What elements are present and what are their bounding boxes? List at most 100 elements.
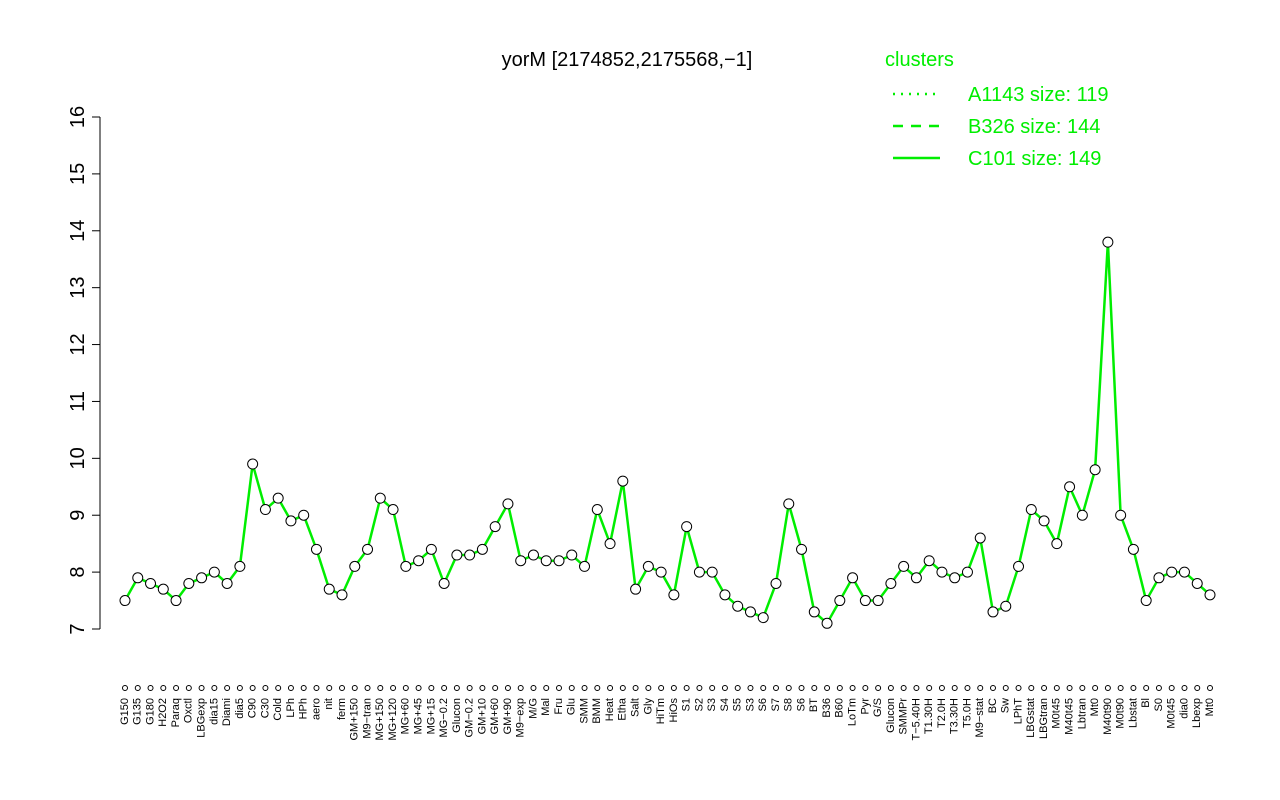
point: [132, 572, 144, 584]
x-tick-label: GM+150: [349, 698, 361, 741]
point: [1051, 538, 1063, 550]
point: [1025, 504, 1037, 516]
x-marker: [479, 685, 486, 691]
point: [336, 589, 348, 601]
point: [1178, 566, 1190, 578]
x-tick-label: Oxctl: [183, 698, 195, 723]
x-tick-label: S1: [681, 698, 693, 711]
point: [221, 577, 233, 589]
x-tick-label: SMMPr: [898, 698, 910, 735]
x-tick-label: S4: [719, 698, 731, 711]
x-marker: [313, 685, 320, 691]
x-tick-label: GM+10: [476, 698, 488, 734]
x-marker: [504, 685, 511, 691]
point: [476, 543, 488, 555]
legend-label: B326 size: 144: [968, 116, 1100, 138]
point: [1191, 577, 1203, 589]
x-marker: [913, 685, 920, 691]
x-marker: [734, 685, 741, 691]
x-tick-label: Cold: [272, 698, 284, 721]
x-tick-label: aero: [310, 698, 322, 720]
x-tick-label: M9−exp: [515, 698, 527, 737]
x-marker: [236, 685, 243, 691]
point: [796, 543, 808, 555]
point: [706, 566, 718, 578]
x-tick-label: LPh: [285, 698, 297, 718]
x-tick-label: S3: [744, 698, 756, 711]
y-tick-label: 7: [67, 623, 89, 634]
x-tick-label: GM−0.2: [464, 698, 476, 737]
point: [910, 572, 922, 584]
point: [783, 498, 795, 510]
x-marker: [1181, 685, 1188, 691]
x-marker: [300, 685, 307, 691]
x-marker: [977, 685, 984, 691]
point: [183, 577, 195, 589]
x-marker: [134, 685, 141, 691]
x-tick-label: S8: [783, 698, 795, 711]
point: [515, 555, 527, 567]
point: [566, 549, 578, 561]
x-tick-label: dia15: [208, 698, 220, 725]
x-marker: [326, 685, 333, 691]
x-tick-label: S6: [795, 698, 807, 711]
x-tick-label: nit: [323, 698, 335, 710]
x-tick-label: MG+45: [412, 698, 424, 734]
x-marker: [1130, 685, 1137, 691]
point: [464, 549, 476, 561]
x-tick-label: LPhT: [1012, 698, 1024, 725]
x-tick-label: M9−stat: [974, 698, 986, 737]
point: [693, 566, 705, 578]
point: [1140, 595, 1152, 607]
point: [208, 566, 220, 578]
legend-label: A1143 size: 119: [968, 84, 1108, 106]
x-marker: [632, 685, 639, 691]
x-tick-label: GM+60: [489, 698, 501, 734]
x-marker: [1207, 685, 1213, 691]
point: [1038, 515, 1050, 527]
x-tick-label: C90: [247, 698, 259, 718]
point: [400, 560, 412, 572]
x-marker: [415, 685, 422, 691]
x-tick-label: BMM: [591, 698, 603, 724]
x-marker: [428, 685, 435, 691]
point: [1000, 600, 1012, 612]
point: [310, 543, 322, 555]
point: [527, 549, 539, 561]
x-marker: [1002, 685, 1009, 691]
x-tick-label: M0t90: [1115, 698, 1127, 729]
point: [285, 515, 297, 527]
x-tick-label: Paraq: [170, 698, 182, 727]
point: [655, 566, 667, 578]
x-tick-label: M9−tran: [361, 698, 373, 739]
y-tick-label: 8: [67, 567, 89, 578]
x-tick-label: SMM: [578, 698, 590, 724]
point: [1064, 481, 1076, 493]
x-tick-label: Lbstat: [1127, 698, 1139, 728]
x-marker: [926, 685, 933, 691]
x-marker: [849, 685, 856, 691]
y-tick-label: 15: [67, 163, 89, 185]
x-tick-label: BC: [987, 698, 999, 713]
point: [847, 572, 859, 584]
cluster-line: [123, 242, 1211, 626]
x-tick-label: H2O2: [157, 698, 169, 727]
x-marker: [607, 685, 614, 691]
x-marker: [122, 685, 128, 691]
x-tick-label: MG+150: [374, 698, 386, 741]
point: [681, 521, 693, 533]
x-tick-label: HiTm: [655, 698, 667, 724]
point: [961, 566, 973, 578]
x-tick-label: HiOs: [668, 698, 680, 723]
x-marker: [517, 685, 524, 691]
x-marker: [862, 685, 869, 691]
point: [425, 543, 437, 555]
x-marker: [824, 685, 831, 691]
x-tick-label: S0: [1153, 698, 1165, 711]
x-tick-label: LBGtran: [1038, 698, 1050, 739]
x-tick-label: T−5.40H: [910, 698, 922, 741]
x-tick-label: MG+60: [400, 698, 412, 734]
point: [272, 492, 284, 504]
x-marker: [760, 685, 767, 691]
x-tick-label: Fru: [553, 698, 565, 715]
